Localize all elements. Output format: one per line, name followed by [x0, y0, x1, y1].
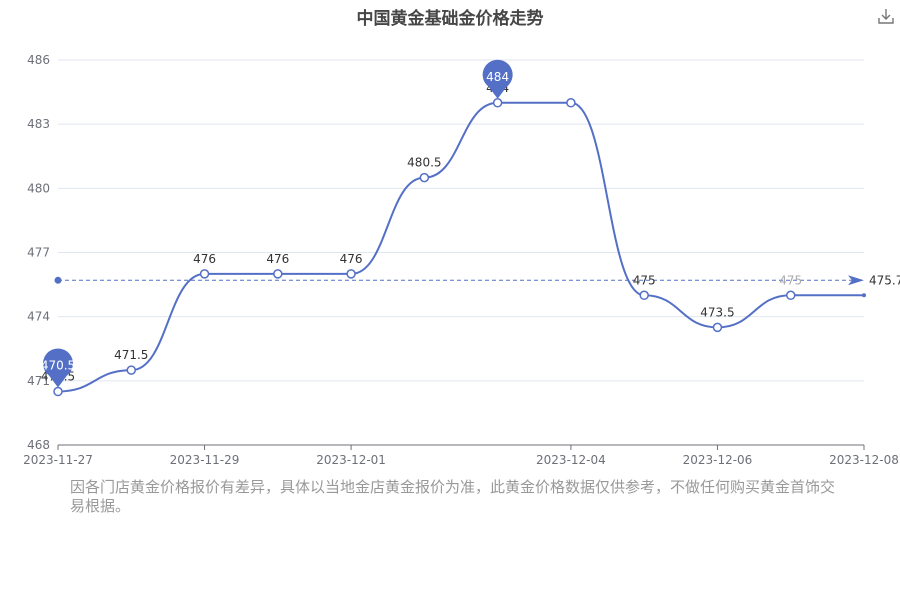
average-line-label: 475.7 — [869, 273, 900, 287]
data-point — [712, 322, 723, 333]
average-line: 475.7 — [54, 273, 900, 287]
data-point — [273, 269, 283, 279]
data-label: 476 — [340, 252, 363, 266]
data-point — [862, 293, 866, 298]
mark-points: 470.5 484 — [41, 59, 513, 388]
max-mark-pin — [482, 59, 513, 99]
data-points — [53, 98, 866, 397]
data-label: 480.5 — [407, 156, 441, 170]
data-label: 476 — [193, 252, 216, 266]
data-label: 475 — [633, 273, 656, 287]
min-mark-label: 470.5 — [41, 359, 75, 373]
y-tick-label: 477 — [27, 246, 50, 260]
download-icon[interactable] — [876, 6, 896, 26]
chart-title: 中国黄金基础金价格走势 — [356, 9, 544, 29]
min-mark-pin — [43, 348, 74, 388]
data-point — [419, 172, 430, 183]
data-point — [126, 365, 137, 375]
series-path — [57, 101, 864, 393]
grid-lines — [58, 59, 864, 382]
data-point — [346, 269, 356, 279]
data-point — [53, 386, 63, 397]
y-tick-label: 471 — [27, 374, 50, 388]
x-axis: 2023-11-27 2023-11-29 2023-12-01 2023-12-04… — [23, 444, 899, 467]
y-tick-label: 480 — [27, 181, 50, 195]
y-axis: 468 471 474 477 480 483 486 — [27, 53, 50, 452]
data-point — [639, 290, 649, 301]
data-point — [492, 98, 503, 108]
disclaimer-note: 因各门店黄金价格报价有差异，具体以当地金店黄金报价为准，此黄金价格数据仅供参考，… — [70, 478, 836, 515]
data-point — [199, 269, 210, 279]
y-tick-label: 468 — [27, 438, 50, 452]
line-chart: 2023-11-27 2023-11-29 2023-12-01 2023-12-04… — [23, 53, 900, 467]
data-point — [785, 290, 796, 301]
y-tick-label: 474 — [27, 310, 50, 324]
average-line-arrow — [848, 275, 864, 286]
x-tick-label: 2023-12-04 — [536, 453, 606, 467]
series-line — [57, 101, 864, 393]
data-label: 471.5 — [114, 348, 148, 362]
x-tick-label: 2023-11-29 — [170, 453, 240, 467]
data-label: 475 — [779, 273, 802, 287]
data-point — [566, 98, 576, 108]
x-tick-label: 2023-12-06 — [683, 453, 753, 467]
y-tick-label: 486 — [27, 53, 50, 67]
y-tick-label: 483 — [27, 117, 50, 131]
x-tick-label: 2023-11-27 — [23, 453, 93, 467]
data-label: 473.5 — [700, 305, 734, 319]
x-tick-label: 2023-12-01 — [316, 453, 386, 467]
max-mark-label: 484 — [486, 70, 509, 84]
data-label: 476 — [266, 252, 289, 266]
x-tick-label: 2023-12-08 — [829, 453, 899, 467]
